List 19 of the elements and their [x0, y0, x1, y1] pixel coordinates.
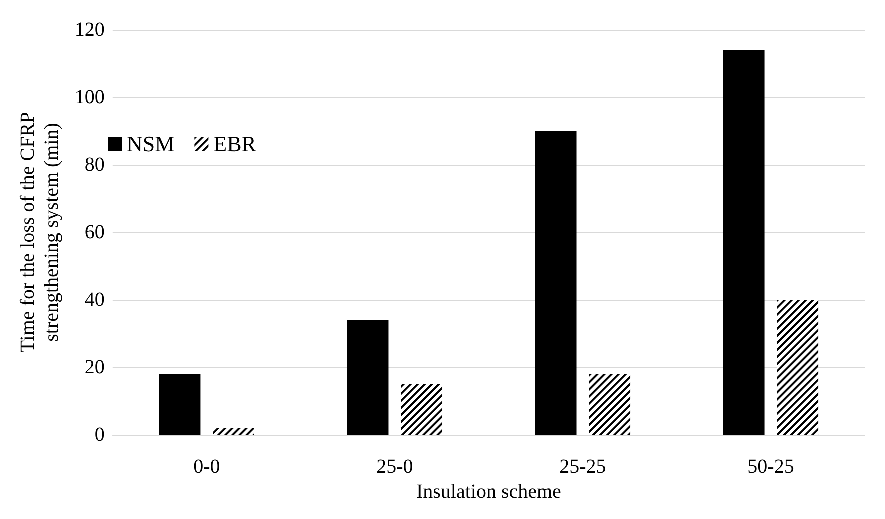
x-tick-label: 25-0 [376, 456, 414, 478]
bar [347, 320, 389, 435]
legend-label: NSM [127, 132, 175, 156]
x-axis-title: Insulation scheme [416, 480, 562, 503]
y-axis-title: Time for the loss of the CFRP strengthening system (min) [17, 112, 63, 353]
bar [723, 50, 765, 435]
y-tick-label: 80 [84, 154, 105, 176]
bar [159, 374, 201, 435]
legend-label: EBR [214, 132, 257, 156]
y-tick-label: 120 [74, 19, 105, 41]
x-tick-label: 0-0 [194, 456, 220, 478]
y-tick-label: 40 [84, 289, 105, 311]
y-tick-label: 20 [84, 356, 105, 378]
y-tick-label: 0 [94, 424, 105, 446]
x-tick-label: 25-25 [560, 456, 606, 478]
y-tick-label: 60 [84, 222, 105, 244]
y-tick-label: 100 [74, 86, 105, 108]
x-tick-label: 50-25 [748, 456, 794, 478]
bar [535, 131, 577, 435]
